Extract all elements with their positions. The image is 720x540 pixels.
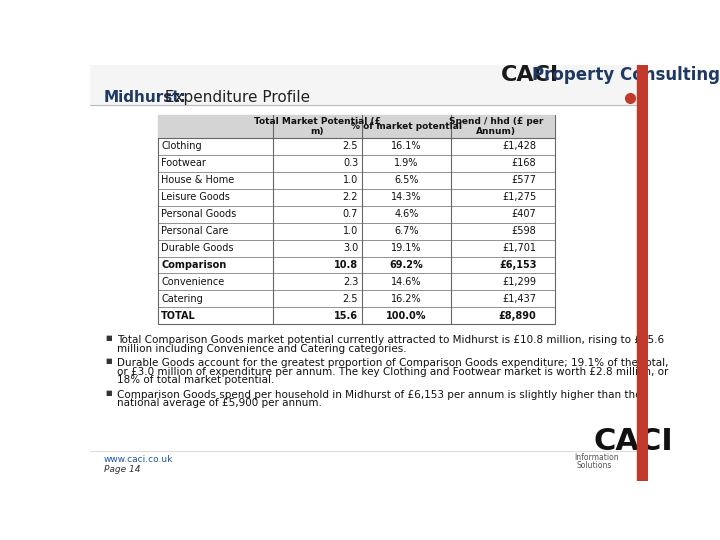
Text: 1.0: 1.0 [343,226,358,236]
Text: national average of £5,900 per annum.: national average of £5,900 per annum. [117,398,322,408]
Text: 14.6%: 14.6% [392,277,422,287]
Text: 3.0: 3.0 [343,243,358,253]
Bar [90,65,648,92]
Text: £407: £407 [512,209,536,219]
Text: Clothing: Clothing [161,141,202,151]
Text: Total Market Potential (£
m): Total Market Potential (£ m) [254,117,381,136]
Text: Personal Care: Personal Care [161,226,228,236]
Text: million including Convenience and Catering categories.: million including Convenience and Cateri… [117,343,407,354]
Bar [637,65,648,481]
Text: 69.2%: 69.2% [390,260,423,270]
Text: 2.2: 2.2 [343,192,358,202]
Text: 18% of total market potential.: 18% of total market potential. [117,375,274,385]
Text: Spend / hhd (£ per
Annum): Spend / hhd (£ per Annum) [449,117,543,136]
Text: Expenditure Profile: Expenditure Profile [160,90,310,105]
Text: £1,428: £1,428 [503,141,536,151]
Text: Convenience: Convenience [161,277,225,287]
Text: % of market potential: % of market potential [351,122,462,131]
Text: 16.1%: 16.1% [392,141,422,151]
Text: 1.9%: 1.9% [395,158,419,168]
Text: £1,437: £1,437 [503,294,536,304]
Text: 14.3%: 14.3% [392,192,422,202]
Text: www.caci.co.uk: www.caci.co.uk [104,455,174,464]
Text: Durable Goods account for the greatest proportion of Comparison Goods expenditur: Durable Goods account for the greatest p… [117,358,669,368]
Text: Footwear: Footwear [161,158,206,168]
Text: 15.6: 15.6 [334,311,358,321]
Text: 6.7%: 6.7% [395,226,419,236]
Text: Comparison Goods spend per household in Midhurst of £6,153 per annum is slightly: Comparison Goods spend per household in … [117,390,642,400]
Text: £577: £577 [511,176,536,185]
Text: 0.3: 0.3 [343,158,358,168]
Text: 19.1%: 19.1% [392,243,422,253]
Text: Durable Goods: Durable Goods [161,243,234,253]
Text: CACI: CACI [500,65,559,85]
Text: House & Home: House & Home [161,176,235,185]
Text: £168: £168 [512,158,536,168]
Text: Solutions: Solutions [577,461,612,470]
Text: 2.5: 2.5 [343,141,358,151]
Text: 6.5%: 6.5% [395,176,419,185]
Text: Information: Information [575,453,619,462]
Text: 4.6%: 4.6% [395,209,419,219]
Text: Page 14: Page 14 [104,465,140,474]
Text: £1,701: £1,701 [503,243,536,253]
Text: Total Comparison Goods market potential currently attracted to Midhurst is £10.8: Total Comparison Goods market potential … [117,335,665,345]
Text: £1,299: £1,299 [503,277,536,287]
Text: 100.0%: 100.0% [387,311,427,321]
Text: TOTAL: TOTAL [161,311,196,321]
Text: or £3.0 million of expenditure per annum. The key Clothing and Footwear market i: or £3.0 million of expenditure per annum… [117,367,668,376]
Text: Leisure Goods: Leisure Goods [161,192,230,202]
Text: Personal Goods: Personal Goods [161,209,237,219]
Text: £8,890: £8,890 [499,311,536,321]
Text: 2.5: 2.5 [343,294,358,304]
Text: ■: ■ [106,358,112,364]
Text: £6,153: £6,153 [499,260,536,270]
Text: Catering: Catering [161,294,203,304]
Bar [158,115,555,325]
Text: Midhurst:: Midhurst: [104,90,186,105]
Text: 2.3: 2.3 [343,277,358,287]
Text: Property Consulting: Property Consulting [532,66,720,84]
Text: CACI: CACI [594,427,673,456]
Text: £598: £598 [512,226,536,236]
Text: 1.0: 1.0 [343,176,358,185]
Text: 16.2%: 16.2% [391,294,422,304]
Text: Comparison: Comparison [161,260,227,270]
Bar [90,91,637,105]
Text: 0.7: 0.7 [343,209,358,219]
Text: ■: ■ [106,390,112,396]
Text: 10.8: 10.8 [334,260,358,270]
Text: £1,275: £1,275 [502,192,536,202]
Text: ■: ■ [106,335,112,341]
Bar [158,115,555,138]
